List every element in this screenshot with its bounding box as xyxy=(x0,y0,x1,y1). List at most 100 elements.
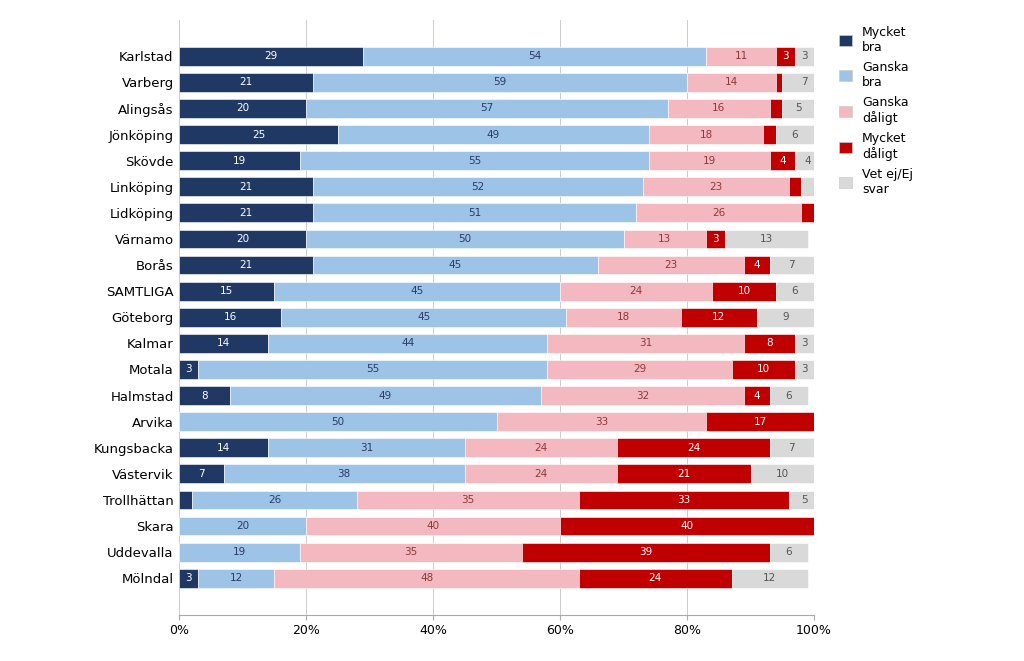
Bar xyxy=(548,360,731,379)
Bar xyxy=(179,73,312,92)
Bar xyxy=(179,177,312,196)
Text: 4: 4 xyxy=(779,156,785,166)
Text: 59: 59 xyxy=(494,77,507,87)
Bar xyxy=(776,282,814,301)
Text: 4: 4 xyxy=(754,260,760,270)
Bar xyxy=(306,517,560,535)
Text: 51: 51 xyxy=(468,208,481,218)
Text: 31: 31 xyxy=(359,443,373,453)
Text: 21: 21 xyxy=(240,182,253,192)
Text: 16: 16 xyxy=(713,104,725,114)
Bar xyxy=(757,308,814,327)
Text: 7: 7 xyxy=(788,260,796,270)
Bar xyxy=(782,99,814,118)
Text: 19: 19 xyxy=(232,156,246,166)
Bar xyxy=(795,360,814,379)
Text: 12: 12 xyxy=(713,312,725,323)
Text: 32: 32 xyxy=(636,391,649,401)
Text: 23: 23 xyxy=(665,260,678,270)
Text: 7: 7 xyxy=(801,77,808,87)
Text: 31: 31 xyxy=(639,338,652,348)
Text: 3: 3 xyxy=(801,52,808,61)
Text: 20: 20 xyxy=(237,234,249,244)
Bar xyxy=(770,151,795,170)
Bar xyxy=(179,151,300,170)
Bar xyxy=(179,256,312,274)
Bar xyxy=(636,204,802,222)
Text: 13: 13 xyxy=(658,234,672,244)
Bar xyxy=(795,334,814,353)
Text: 57: 57 xyxy=(480,104,494,114)
Text: 33: 33 xyxy=(595,416,608,427)
Bar xyxy=(179,360,199,379)
Text: 24: 24 xyxy=(687,443,700,453)
Bar xyxy=(788,490,820,510)
Text: 45: 45 xyxy=(449,260,462,270)
Bar xyxy=(776,73,782,92)
Bar xyxy=(776,47,795,65)
Text: 21: 21 xyxy=(677,469,690,479)
Text: 40: 40 xyxy=(681,521,693,531)
Text: 7: 7 xyxy=(198,469,205,479)
Bar xyxy=(541,386,744,405)
Bar xyxy=(763,125,776,144)
Bar xyxy=(751,465,814,483)
Bar xyxy=(776,125,814,144)
Bar xyxy=(179,282,274,301)
Bar xyxy=(707,412,814,431)
Bar xyxy=(338,125,649,144)
Text: 52: 52 xyxy=(471,182,484,192)
Bar xyxy=(312,256,598,274)
Text: 3: 3 xyxy=(185,573,193,583)
Text: 29: 29 xyxy=(264,52,278,61)
Bar xyxy=(560,517,814,535)
Bar xyxy=(624,229,707,249)
Bar xyxy=(681,308,757,327)
Text: 16: 16 xyxy=(223,312,237,323)
Text: 11: 11 xyxy=(734,52,748,61)
Bar xyxy=(649,125,763,144)
Text: 19: 19 xyxy=(702,156,716,166)
Text: 10: 10 xyxy=(737,286,751,296)
Bar xyxy=(744,256,770,274)
Bar xyxy=(770,99,782,118)
Text: 6: 6 xyxy=(792,286,799,296)
Bar xyxy=(312,177,643,196)
Bar xyxy=(179,543,300,562)
Text: 5: 5 xyxy=(801,495,808,505)
Bar xyxy=(707,229,725,249)
Bar xyxy=(230,386,541,405)
Bar xyxy=(312,204,636,222)
Bar xyxy=(497,412,707,431)
Text: 45: 45 xyxy=(411,286,424,296)
Text: 54: 54 xyxy=(528,52,542,61)
Bar xyxy=(744,334,795,353)
Text: 6: 6 xyxy=(792,130,799,139)
Text: 18: 18 xyxy=(617,312,630,323)
Text: 19: 19 xyxy=(232,547,246,557)
Bar xyxy=(281,308,566,327)
Text: 6: 6 xyxy=(785,547,792,557)
Legend: Mycket
bra, Ganska
bra, Ganska
dåligt, Mycket
dåligt, Vet ej/Ej
svar: Mycket bra, Ganska bra, Ganska dåligt, M… xyxy=(840,26,912,196)
Bar xyxy=(731,360,795,379)
Bar xyxy=(179,229,306,249)
Bar xyxy=(465,465,617,483)
Bar xyxy=(191,490,357,510)
Text: 3: 3 xyxy=(782,52,788,61)
Bar xyxy=(668,99,770,118)
Text: 10: 10 xyxy=(776,469,788,479)
Bar xyxy=(179,99,306,118)
Bar xyxy=(598,256,744,274)
Bar xyxy=(268,334,548,353)
Text: 26: 26 xyxy=(713,208,725,218)
Bar xyxy=(306,229,624,249)
Text: 14: 14 xyxy=(725,77,738,87)
Bar xyxy=(223,465,465,483)
Bar xyxy=(643,177,788,196)
Text: 6: 6 xyxy=(785,391,792,401)
Bar xyxy=(795,151,820,170)
Text: 4: 4 xyxy=(805,156,811,166)
Text: 24: 24 xyxy=(649,573,662,583)
Bar xyxy=(465,438,617,457)
Text: 44: 44 xyxy=(401,338,415,348)
